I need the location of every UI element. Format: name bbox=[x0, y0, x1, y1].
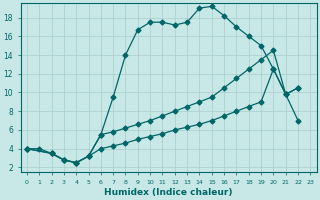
X-axis label: Humidex (Indice chaleur): Humidex (Indice chaleur) bbox=[104, 188, 233, 197]
